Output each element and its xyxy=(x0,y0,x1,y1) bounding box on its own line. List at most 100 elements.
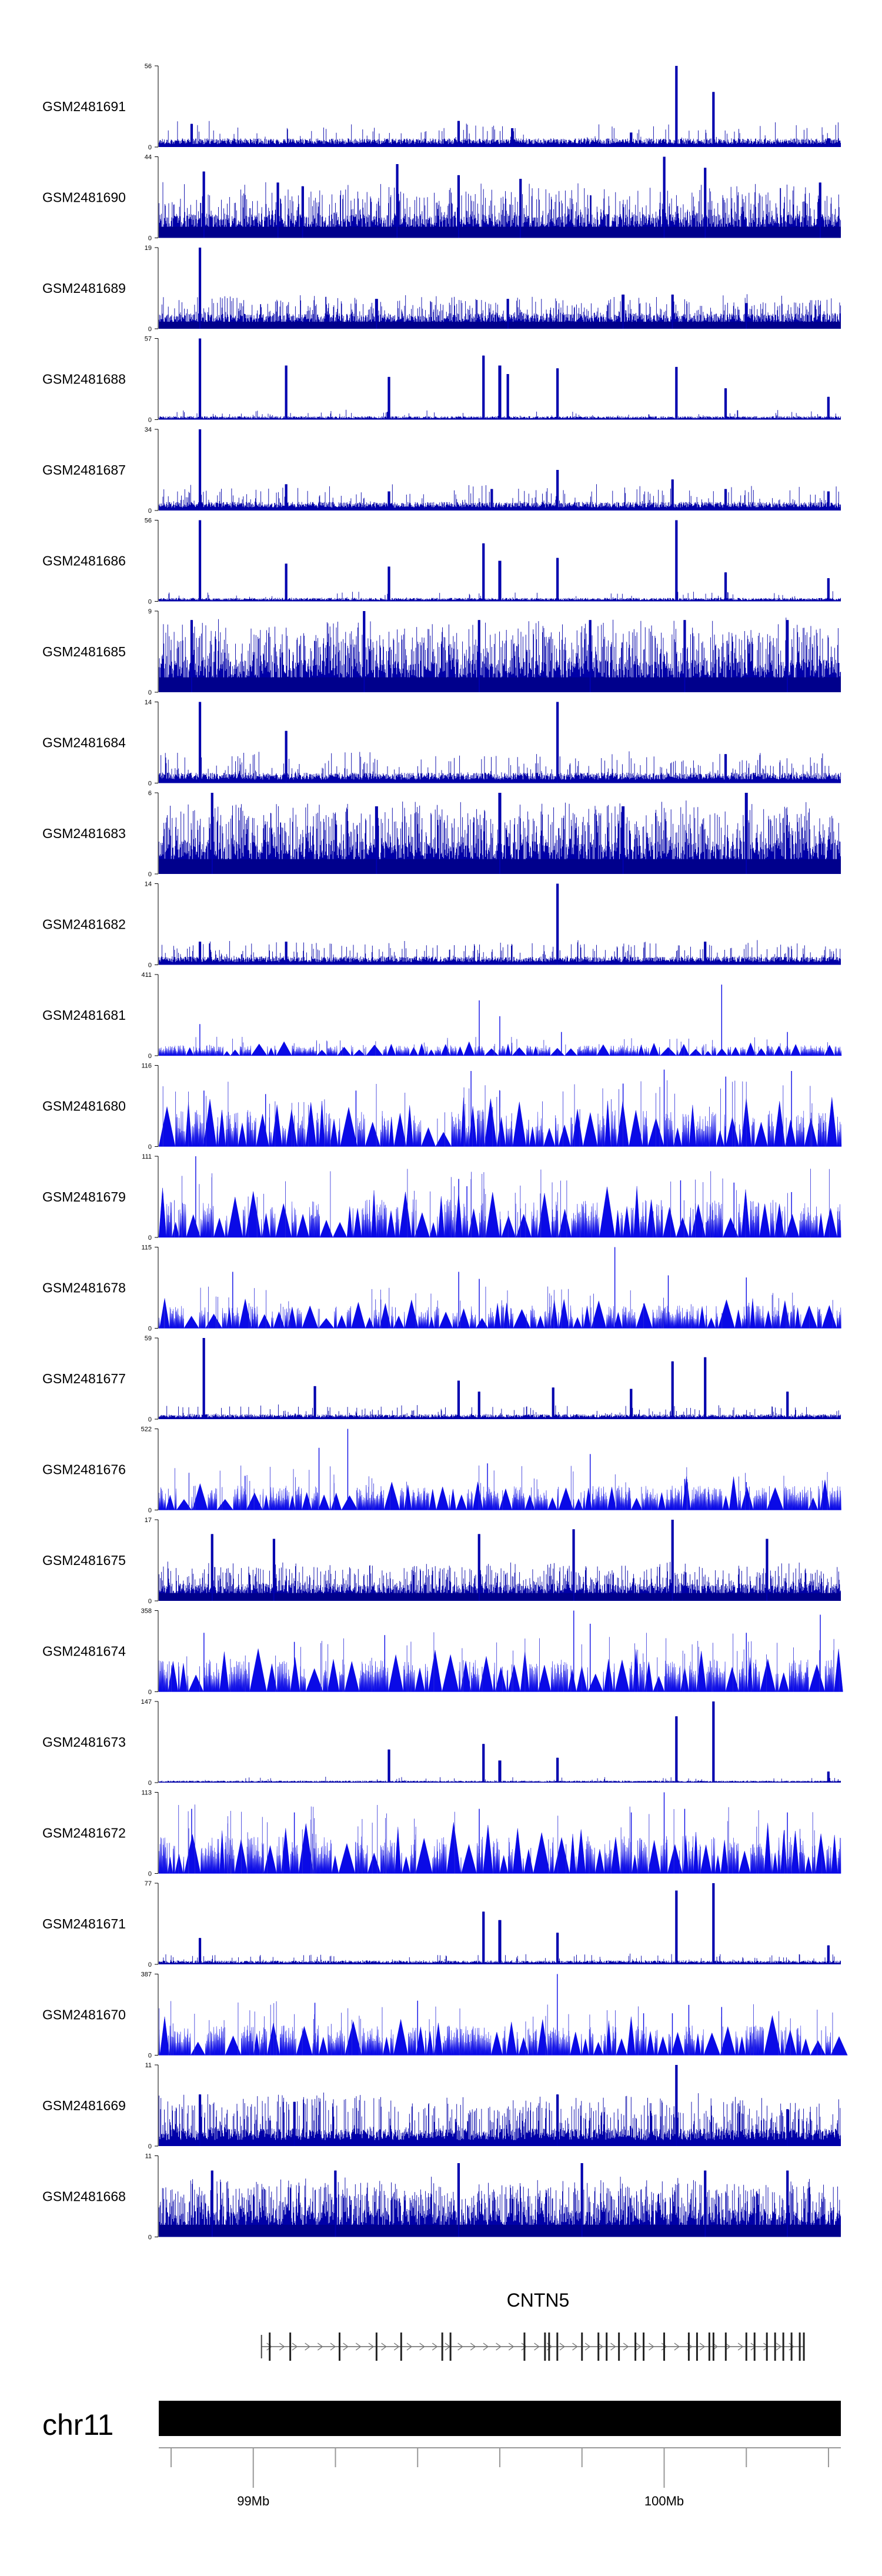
gene-exon xyxy=(523,2333,526,2361)
strand-chevron xyxy=(496,2343,502,2351)
track-label: GSM2481677 xyxy=(42,1371,126,1386)
track-ymax-label: 113 xyxy=(141,1790,152,1797)
strand-chevron xyxy=(597,2343,604,2351)
track-ymin-label: 0 xyxy=(148,599,152,606)
chromosome-ideogram-bar xyxy=(159,2401,841,2436)
track-label: GSM2481669 xyxy=(42,2098,126,2113)
gene-exon xyxy=(687,2333,690,2361)
strand-chevron xyxy=(483,2343,489,2351)
strand-chevron xyxy=(305,2343,310,2351)
gene-exon xyxy=(556,2333,559,2361)
track-ymin-label: 0 xyxy=(148,1780,152,1787)
strand-chevron xyxy=(432,2343,438,2351)
track-ymin-label: 0 xyxy=(148,1144,152,1151)
gene-exon xyxy=(375,2333,377,2361)
strand-chevron xyxy=(521,2343,527,2351)
strand-chevron xyxy=(623,2343,629,2351)
strand-chevron xyxy=(636,2343,642,2351)
track-ymax-label: 14 xyxy=(145,881,152,888)
track-GSM2481683: GSM2481683 6 0 xyxy=(42,790,841,878)
track-label: GSM2481680 xyxy=(42,1099,126,1114)
track-ymax-label: 11 xyxy=(145,2062,152,2069)
gene-exon xyxy=(400,2333,402,2361)
strand-chevron xyxy=(649,2343,654,2351)
gene-exon xyxy=(663,2333,666,2361)
strand-chevron xyxy=(750,2343,757,2351)
track-ymax-label: 387 xyxy=(141,1971,152,1978)
strand-chevron xyxy=(584,2343,591,2351)
strand-chevron xyxy=(737,2343,744,2351)
track-ymax-label: 14 xyxy=(145,699,152,706)
coverage-bars xyxy=(158,1520,841,1601)
track-ymax-label: 358 xyxy=(141,1608,152,1615)
track-ymax-label: 6 xyxy=(148,790,152,797)
track-ymax-label: 11 xyxy=(145,2153,152,2160)
coverage-bars xyxy=(158,66,841,147)
track-GSM2481674: GSM2481674 358 0 xyxy=(42,1608,843,1696)
strand-chevron xyxy=(355,2343,362,2351)
coverage-bars xyxy=(158,1701,841,1783)
track-ymax-label: 56 xyxy=(145,63,152,70)
track-ymin-label: 0 xyxy=(148,1689,152,1696)
track-ymax-label: 56 xyxy=(145,518,152,525)
track-label: GSM2481685 xyxy=(42,644,126,659)
track-label: GSM2481673 xyxy=(42,1734,126,1750)
track-ymax-label: 522 xyxy=(141,1426,152,1433)
track-ymin-label: 0 xyxy=(148,1326,152,1333)
gene-exon xyxy=(745,2333,747,2361)
gene-exon xyxy=(643,2333,645,2361)
strand-chevron xyxy=(381,2343,387,2351)
track-label: GSM2481678 xyxy=(42,1280,126,1296)
coverage-area xyxy=(158,1476,841,1511)
strand-chevron xyxy=(789,2343,795,2351)
track-ymin-label: 0 xyxy=(148,2143,152,2150)
strand-chevron xyxy=(470,2343,476,2351)
track-label: GSM2481670 xyxy=(42,2007,126,2023)
gene-exon xyxy=(449,2333,452,2361)
genome-tick-label: 100Mb xyxy=(644,2494,684,2508)
track-ymin-label: 0 xyxy=(148,780,152,788)
track-ymin-label: 0 xyxy=(148,417,152,424)
coverage-bars xyxy=(158,156,841,238)
coverage-baseline-fill xyxy=(159,322,841,329)
gene-exon xyxy=(774,2333,776,2361)
gene-exon xyxy=(544,2333,546,2361)
coverage-bars xyxy=(158,1338,841,1419)
coverage-area xyxy=(158,1822,841,1874)
track-label: GSM2481668 xyxy=(42,2189,126,2204)
strand-chevron xyxy=(343,2343,349,2351)
strand-chevron xyxy=(763,2343,769,2351)
track-ymin-label: 0 xyxy=(148,2053,152,2060)
strand-chevron xyxy=(699,2343,706,2351)
strand-chevron xyxy=(610,2343,616,2351)
track-GSM2481690: GSM2481690 44 0 xyxy=(42,154,841,242)
coverage-bars xyxy=(158,429,841,510)
track-label: GSM2481688 xyxy=(42,372,126,387)
coverage-bars xyxy=(158,2065,841,2146)
coverage-bars xyxy=(158,883,841,965)
track-GSM2481670: GSM2481670 387 0 xyxy=(42,1971,848,2060)
chromosome-label: chr11 xyxy=(42,2408,113,2441)
track-GSM2481686: GSM2481686 56 0 xyxy=(42,518,841,606)
coverage-baseline-fill xyxy=(159,1593,841,1601)
track-ymin-label: 0 xyxy=(148,144,152,151)
track-GSM2481688: GSM2481688 57 0 xyxy=(42,336,841,424)
coverage-baseline-fill xyxy=(159,677,841,692)
track-label: GSM2481691 xyxy=(42,99,126,114)
track-label: GSM2481675 xyxy=(42,1553,126,1568)
strand-chevron xyxy=(368,2343,375,2351)
strand-chevron xyxy=(534,2343,540,2351)
track-ymin-label: 0 xyxy=(148,508,152,515)
track-label: GSM2481674 xyxy=(42,1644,126,1659)
strand-chevron xyxy=(457,2343,463,2351)
track-GSM2481679: GSM2481679 111 0 xyxy=(42,1153,841,1242)
coverage-bars xyxy=(158,702,841,783)
track-GSM2481681: GSM2481681 411 0 xyxy=(42,972,842,1060)
track-GSM2481689: GSM2481689 19 0 xyxy=(42,245,841,333)
track-GSM2481691: GSM2481691 56 0 xyxy=(42,63,841,151)
strand-chevron xyxy=(406,2343,413,2351)
track-ymax-label: 147 xyxy=(141,1699,152,1706)
strand-chevron xyxy=(572,2343,578,2351)
coverage-area xyxy=(158,1649,843,1692)
